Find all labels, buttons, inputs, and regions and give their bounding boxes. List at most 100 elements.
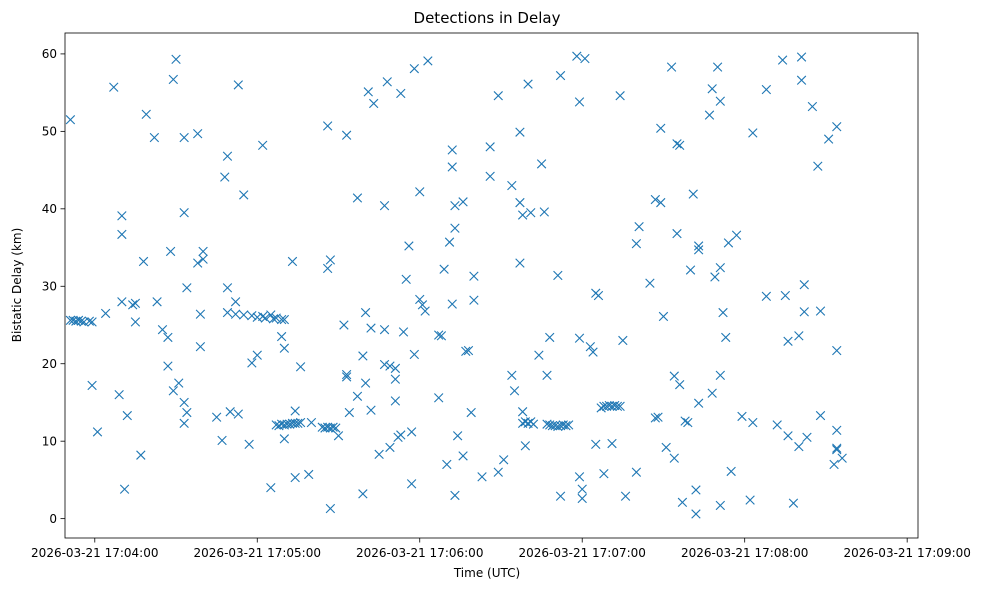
data-point — [612, 401, 623, 412]
data-point — [182, 283, 192, 293]
data-point — [225, 407, 235, 417]
data-point — [192, 258, 203, 268]
data-point — [117, 229, 127, 240]
x-tick-label: 2026-03-21 17:04:00 — [31, 546, 158, 560]
data-point — [707, 388, 717, 398]
y-tick-label: 40 — [42, 202, 57, 216]
data-point — [230, 297, 241, 307]
data-point — [656, 197, 666, 208]
data-point — [520, 441, 531, 451]
data-point — [596, 403, 606, 413]
data-point — [607, 438, 617, 449]
data-point — [279, 314, 290, 325]
data-point — [244, 439, 254, 449]
data-point — [444, 237, 455, 247]
data-point — [761, 84, 772, 95]
y-tick-label: 60 — [42, 47, 57, 61]
data-point — [815, 410, 826, 421]
data-point — [390, 396, 401, 406]
data-point — [341, 369, 352, 380]
chart-title: Detections in Delay — [414, 9, 561, 27]
data-point — [271, 313, 281, 323]
data-point — [233, 80, 243, 90]
data-point — [434, 330, 444, 340]
data-point — [748, 128, 758, 138]
data-point — [585, 341, 596, 352]
data-point — [515, 127, 525, 137]
data-point — [141, 109, 151, 120]
data-point — [645, 278, 655, 288]
data-point — [385, 442, 395, 453]
data-point — [631, 238, 642, 249]
data-point — [117, 297, 127, 307]
data-point — [656, 123, 666, 133]
data-point — [149, 132, 160, 143]
data-point — [396, 430, 406, 440]
data-point — [379, 324, 390, 335]
data-point — [447, 162, 457, 172]
data-point — [693, 398, 704, 408]
data-point — [233, 409, 243, 419]
data-point — [599, 469, 609, 479]
data-point — [84, 316, 95, 326]
data-point — [536, 159, 547, 169]
data-point — [650, 194, 661, 205]
data-point — [109, 82, 119, 92]
data-point — [87, 380, 97, 391]
data-point — [723, 238, 734, 248]
data-point — [276, 314, 287, 325]
y-tick-label: 10 — [42, 434, 57, 448]
data-point — [247, 358, 257, 368]
data-point — [366, 323, 376, 333]
data-point — [523, 79, 533, 89]
data-point — [239, 310, 249, 320]
data-point — [685, 265, 696, 275]
data-point — [666, 62, 677, 72]
data-point — [555, 70, 566, 81]
data-point — [295, 417, 306, 428]
data-point — [461, 346, 471, 357]
data-point — [322, 121, 333, 131]
data-point — [439, 264, 449, 274]
data-point — [328, 422, 338, 432]
data-point — [485, 142, 495, 152]
data-point — [374, 449, 384, 460]
data-point — [128, 300, 138, 310]
data-point — [485, 171, 495, 181]
data-point — [341, 372, 352, 382]
data-point — [466, 407, 476, 418]
data-point — [715, 262, 726, 273]
data-point — [423, 56, 433, 66]
data-point — [675, 379, 685, 390]
data-point — [217, 435, 227, 446]
data-point — [450, 201, 460, 211]
data-point — [268, 314, 279, 324]
x-axis-label: Time (UTC) — [453, 566, 520, 580]
data-point — [813, 161, 823, 171]
plot-area-frame — [64, 32, 919, 539]
data-point — [409, 349, 420, 360]
data-point — [493, 91, 503, 101]
data-point — [333, 431, 344, 441]
data-point — [477, 472, 487, 482]
data-point — [691, 509, 701, 519]
data-point — [257, 311, 268, 322]
data-point — [436, 331, 447, 341]
data-point — [401, 274, 411, 284]
data-point — [553, 270, 563, 281]
data-point — [398, 327, 409, 337]
data-point — [452, 431, 463, 441]
data-point — [469, 271, 479, 281]
data-point — [658, 311, 669, 322]
data-point — [450, 223, 460, 233]
data-point — [358, 489, 368, 499]
data-point — [802, 432, 812, 442]
data-point — [794, 331, 804, 341]
data-point — [65, 115, 76, 125]
y-tick-label: 0 — [49, 512, 57, 526]
data-point — [247, 311, 257, 321]
data-point — [683, 417, 693, 428]
data-point — [561, 421, 571, 431]
data-point — [815, 306, 826, 316]
